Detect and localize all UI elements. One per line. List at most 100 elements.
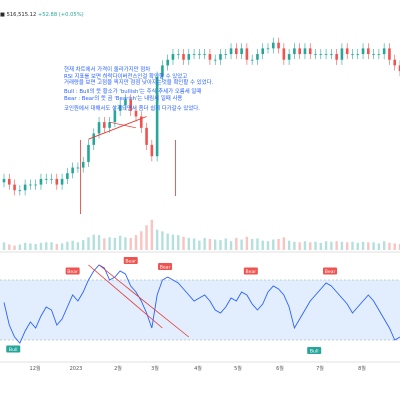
volume-bar	[34, 243, 37, 250]
volume-bar	[398, 243, 400, 250]
volume-bar	[372, 242, 375, 250]
volume-bar	[240, 239, 243, 250]
signal-label-bg	[6, 345, 21, 353]
candle-body	[277, 42, 280, 49]
candle-body	[171, 54, 175, 60]
volume-bar	[303, 241, 307, 250]
candle-body	[287, 54, 291, 60]
candle-body	[351, 54, 354, 55]
candle-body	[361, 48, 365, 55]
candle-body	[176, 54, 180, 55]
candle-body	[7, 178, 11, 185]
volume-bar	[272, 239, 275, 250]
candle-body	[208, 54, 212, 60]
signal-label-bg	[65, 267, 80, 275]
candle-body	[13, 184, 16, 191]
candle-body	[192, 54, 196, 55]
candle-body	[240, 48, 243, 55]
volume-bar	[145, 225, 148, 250]
annotation-block-1: 현재 차트에서 가격이 올라가지만 점차 RSI 지표를 보면 하락다이버전스인…	[64, 67, 304, 87]
annotation-line: RSI 지표를 보면 하락다이버전스인걸 확인할 수 있었고	[64, 73, 188, 80]
candle-body	[23, 184, 27, 191]
candle-body	[150, 144, 154, 157]
candle-body	[356, 54, 360, 55]
signal-label-bg	[123, 257, 138, 264]
volume-bar	[71, 240, 74, 250]
volume-bar	[92, 234, 95, 250]
volume-bar	[55, 243, 58, 250]
volume-bar	[250, 239, 254, 250]
candle-body	[29, 184, 32, 186]
candle-body	[155, 76, 159, 157]
volume-bar	[277, 239, 280, 250]
volume-bar	[45, 242, 48, 250]
volume-bar	[245, 236, 249, 250]
candle-body	[345, 48, 349, 55]
volume-bar	[314, 241, 317, 250]
candle-body	[71, 167, 74, 174]
volume-bar	[177, 235, 180, 250]
volume-bar	[113, 237, 117, 250]
volume-bar	[256, 238, 259, 250]
candle-body	[256, 54, 259, 60]
candle-body	[81, 161, 85, 168]
volume-bar	[198, 240, 201, 250]
candle-body	[92, 133, 96, 145]
candle-body	[118, 105, 122, 111]
candle-body	[298, 48, 301, 55]
candle-body	[124, 99, 127, 106]
x-axis-tick-label: 12월	[30, 365, 41, 372]
x-axis-tick-label: 7월	[316, 365, 324, 372]
candle-body	[44, 178, 48, 180]
signal-label-bg	[158, 263, 173, 270]
volume-bar	[50, 242, 53, 250]
candle-body	[18, 190, 22, 192]
rsi-divergence-line	[98, 264, 190, 338]
candle-body	[261, 48, 265, 55]
candle-body	[166, 59, 169, 66]
signal-label-bg	[243, 267, 258, 275]
rsi-divergence-line	[88, 264, 163, 329]
candle-body	[103, 122, 106, 128]
candle-body	[87, 144, 90, 162]
volume-bar	[229, 241, 233, 250]
candle-body	[39, 178, 43, 185]
volume-bar	[182, 236, 185, 250]
volume-bar	[129, 237, 132, 250]
volume-bar	[335, 241, 338, 250]
volume-bar	[97, 235, 101, 250]
candle-body	[2, 178, 6, 183]
annotation-block-3: 코인원에서 대해서도 살게되면서 좀더 쉽게 다가갈수 있었다.	[64, 106, 304, 113]
signal-label-bg	[307, 347, 322, 354]
annotation-line: Bear : Bear의 뜻 곰 'Bearish'는 내림세 일때 사용	[64, 95, 183, 102]
x-axis-tick-label: 6월	[276, 365, 284, 372]
volume-bar	[298, 242, 301, 250]
candle-body	[182, 54, 185, 60]
candle-body	[203, 54, 206, 55]
candle-body	[319, 54, 323, 55]
volume-bar	[266, 241, 270, 250]
volume-bar	[23, 242, 27, 250]
x-axis-tick-label: 8월	[358, 365, 366, 372]
volume-bar	[124, 237, 127, 250]
candle-body	[145, 127, 148, 145]
x-axis-tick-label: 2월	[114, 365, 122, 372]
candle-body	[314, 54, 317, 55]
annotation-line: 거래량을 보면 고점을 찍지만 점점 낮아지는것을 확인할 수 있었다.	[64, 80, 214, 87]
volume-bar	[367, 242, 370, 250]
candle-body	[229, 48, 233, 55]
candle-body	[245, 48, 249, 60]
candle-body	[324, 54, 328, 55]
candle-body	[377, 54, 381, 55]
bear-signal-label: Bear	[125, 259, 136, 265]
volume-bar	[66, 241, 69, 250]
volume-bar	[134, 235, 138, 250]
annotation-block-2: Bull : Bull의 뜻 황소가 'bullish'는 주식 추세가 오름세…	[64, 89, 304, 102]
candle-body	[293, 48, 296, 55]
volume-bar	[224, 238, 227, 250]
signal-label-bg	[323, 267, 338, 275]
volume-bar	[166, 233, 169, 250]
volume-bar	[219, 240, 222, 250]
